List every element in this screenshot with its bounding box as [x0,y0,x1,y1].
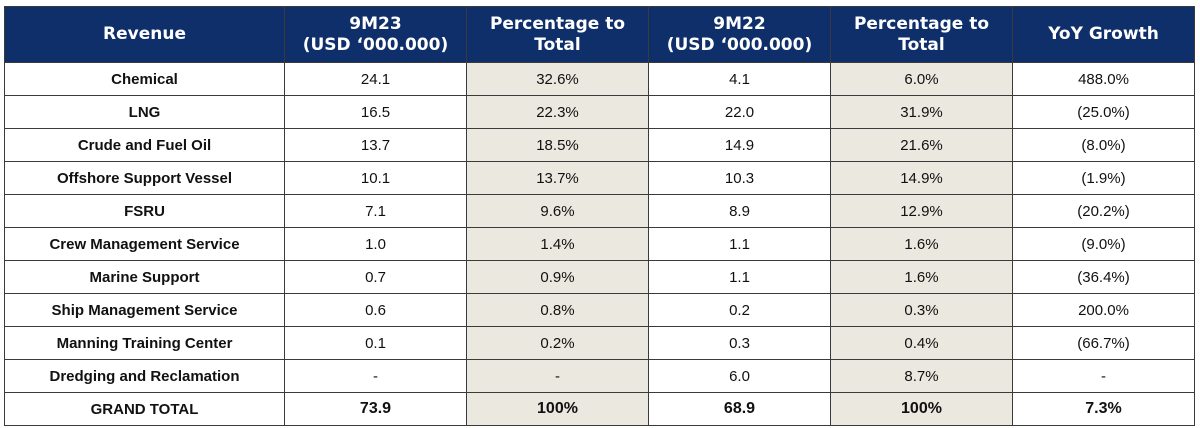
cell-yoy: (36.4%) [1012,260,1195,294]
row-label: Crude and Fuel Oil [4,128,285,162]
cell-yoy: 200.0% [1012,293,1195,327]
total-label: GRAND TOTAL [4,392,285,426]
cell-yoy: (25.0%) [1012,95,1195,129]
row-label: Ship Management Service [4,293,285,327]
row-label: Dredging and Reclamation [4,359,285,393]
header-pct-9m23-line1: Percentage to [489,13,626,34]
header-9m23-line1: 9M23 [349,13,402,34]
header-9m23-line2: (USD ‘000.000) [302,34,449,55]
header-revenue-line1: Revenue [103,24,186,44]
revenue-table: Revenue 9M23 (USD ‘000.000) Percentage t… [4,6,1195,426]
cell-9m23: 1.0 [284,227,467,261]
cell-9m23: 0.7 [284,260,467,294]
cell-yoy: (8.0%) [1012,128,1195,162]
cell-9m23: 0.1 [284,326,467,360]
table-row: Dredging and Reclamation - - 6.0 8.7% - [4,359,1195,393]
cell-9m23: - [284,359,467,393]
revenue-table-container: Revenue 9M23 (USD ‘000.000) Percentage t… [4,6,1195,426]
cell-9m22: 4.1 [648,62,831,96]
cell-pct-9m22: 12.9% [830,194,1013,228]
table-row: Chemical 24.1 32.6% 4.1 6.0% 488.0% [4,62,1195,96]
cell-yoy: - [1012,359,1195,393]
cell-yoy: 488.0% [1012,62,1195,96]
table-row: Crude and Fuel Oil 13.7 18.5% 14.9 21.6%… [4,128,1195,162]
cell-9m22: 22.0 [648,95,831,129]
cell-9m22: 10.3 [648,161,831,195]
cell-pct-9m23: 32.6% [466,62,649,96]
header-9m22-line2: (USD ‘000.000) [666,34,813,55]
total-pct-9m23: 100% [466,392,649,426]
cell-9m22: 1.1 [648,227,831,261]
cell-pct-9m23: 18.5% [466,128,649,162]
cell-pct-9m22: 14.9% [830,161,1013,195]
header-9m22-line1: 9M22 [713,13,766,34]
header-pct-9m22-line2: Total [898,34,945,55]
row-label: Chemical [4,62,285,96]
cell-pct-9m22: 8.7% [830,359,1013,393]
header-pct-9m23: Percentage to Total [466,6,649,63]
cell-pct-9m22: 1.6% [830,260,1013,294]
cell-pct-9m23: - [466,359,649,393]
cell-pct-9m23: 0.8% [466,293,649,327]
header-pct-9m22: Percentage to Total [830,6,1013,63]
table-row: Ship Management Service 0.6 0.8% 0.2 0.3… [4,293,1195,327]
header-revenue: Revenue [4,6,285,63]
cell-pct-9m23: 0.9% [466,260,649,294]
header-pct-9m23-line2: Total [534,34,581,55]
cell-pct-9m23: 13.7% [466,161,649,195]
row-label: Offshore Support Vessel [4,161,285,195]
cell-9m23: 0.6 [284,293,467,327]
cell-pct-9m23: 22.3% [466,95,649,129]
header-yoy-growth: YoY Growth [1012,6,1195,63]
table-row: Manning Training Center 0.1 0.2% 0.3 0.4… [4,326,1195,360]
cell-yoy: (1.9%) [1012,161,1195,195]
total-9m22: 68.9 [648,392,831,426]
cell-pct-9m23: 0.2% [466,326,649,360]
cell-9m22: 0.3 [648,326,831,360]
cell-pct-9m22: 0.4% [830,326,1013,360]
grand-total-row: GRAND TOTAL 73.9 100% 68.9 100% 7.3% [4,392,1195,426]
cell-9m22: 1.1 [648,260,831,294]
row-label: LNG [4,95,285,129]
cell-9m22: 6.0 [648,359,831,393]
table-row: FSRU 7.1 9.6% 8.9 12.9% (20.2%) [4,194,1195,228]
row-label: Crew Management Service [4,227,285,261]
row-label: FSRU [4,194,285,228]
cell-yoy: (66.7%) [1012,326,1195,360]
total-pct-9m22: 100% [830,392,1013,426]
cell-pct-9m22: 1.6% [830,227,1013,261]
cell-9m23: 13.7 [284,128,467,162]
header-9m22: 9M22 (USD ‘000.000) [648,6,831,63]
header-row: Revenue 9M23 (USD ‘000.000) Percentage t… [4,6,1195,63]
cell-yoy: (20.2%) [1012,194,1195,228]
header-9m23: 9M23 (USD ‘000.000) [284,6,467,63]
cell-pct-9m23: 1.4% [466,227,649,261]
cell-pct-9m23: 9.6% [466,194,649,228]
cell-9m23: 10.1 [284,161,467,195]
table-row: Offshore Support Vessel 10.1 13.7% 10.3 … [4,161,1195,195]
cell-pct-9m22: 0.3% [830,293,1013,327]
table-row: Marine Support 0.7 0.9% 1.1 1.6% (36.4%) [4,260,1195,294]
row-label: Manning Training Center [4,326,285,360]
cell-9m23: 24.1 [284,62,467,96]
cell-9m22: 8.9 [648,194,831,228]
cell-9m23: 16.5 [284,95,467,129]
cell-pct-9m22: 31.9% [830,95,1013,129]
total-yoy: 7.3% [1012,392,1195,426]
cell-pct-9m22: 21.6% [830,128,1013,162]
cell-9m22: 14.9 [648,128,831,162]
cell-yoy: (9.0%) [1012,227,1195,261]
cell-9m23: 7.1 [284,194,467,228]
table-row: Crew Management Service 1.0 1.4% 1.1 1.6… [4,227,1195,261]
total-9m23: 73.9 [284,392,467,426]
cell-9m22: 0.2 [648,293,831,327]
cell-pct-9m22: 6.0% [830,62,1013,96]
table-row: LNG 16.5 22.3% 22.0 31.9% (25.0%) [4,95,1195,129]
header-pct-9m22-line1: Percentage to [853,13,990,34]
header-yoy-line1: YoY Growth [1048,24,1159,44]
row-label: Marine Support [4,260,285,294]
